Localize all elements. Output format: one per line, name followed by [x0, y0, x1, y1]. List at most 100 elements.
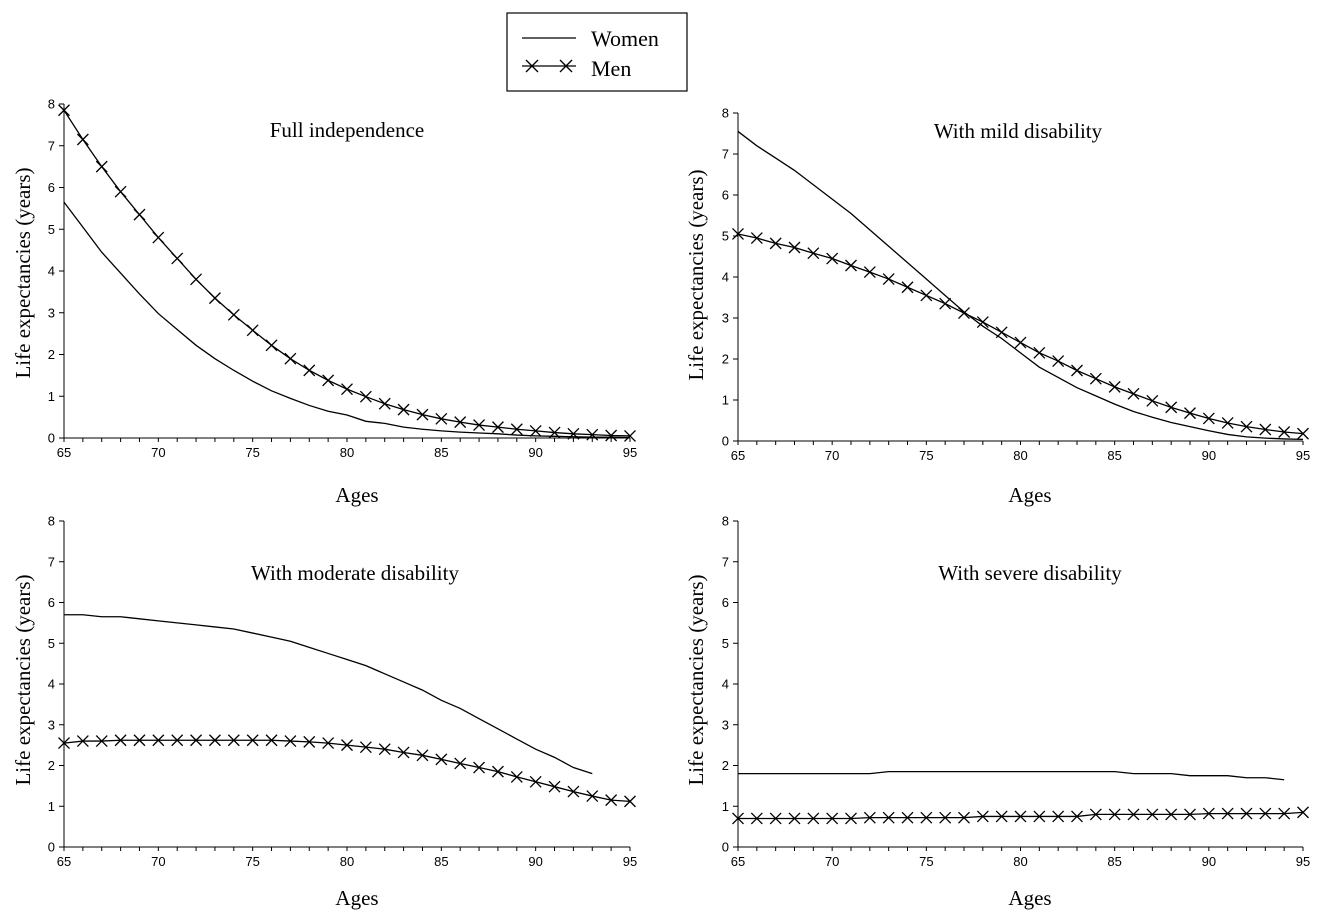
series-men-point — [341, 383, 353, 396]
series-men-point — [510, 770, 523, 783]
y-tick-label: 6 — [722, 595, 729, 610]
y-tick-label: 7 — [722, 554, 729, 569]
x-tick-label: 95 — [623, 445, 637, 460]
y-tick-label: 0 — [722, 840, 729, 855]
series-men-point — [95, 735, 108, 748]
x-tick-label: 95 — [1296, 448, 1310, 463]
series-men-point — [1165, 401, 1178, 414]
series-men-point — [826, 812, 839, 825]
series-men-point — [826, 252, 839, 265]
x-tick-label: 65 — [57, 445, 71, 460]
x-tick-label: 85 — [434, 445, 448, 460]
series-men-point — [845, 812, 857, 825]
x-tick-label: 70 — [151, 445, 165, 460]
series-women-line — [738, 770, 1285, 781]
y-tick-label: 3 — [48, 717, 55, 732]
series-men-point — [1089, 372, 1102, 385]
x-tick-label: 75 — [919, 854, 933, 869]
series-men-point — [1259, 423, 1272, 436]
series-men-point — [863, 811, 876, 824]
plot-area: 0 1 2 3 4 5 6 7 8 65 70 75 80 85 90 95 — [48, 97, 637, 461]
series-men-point — [1240, 807, 1253, 820]
series-men-point — [397, 403, 410, 416]
series-men-point — [1259, 807, 1272, 820]
y-tick-label: 7 — [48, 554, 55, 569]
series-men-point — [958, 307, 970, 320]
series-men-point — [1278, 426, 1291, 438]
series-men-point — [133, 208, 146, 221]
x-tick-label: 90 — [528, 854, 542, 869]
series-men-point — [769, 812, 782, 825]
series-men-point — [76, 133, 89, 146]
y-tick-label: 7 — [48, 138, 55, 153]
panel-title: Full independence — [270, 118, 425, 142]
series-men-point — [1033, 810, 1046, 823]
series-men-point — [1033, 346, 1046, 359]
x-axis-title: Ages — [335, 886, 378, 910]
plot-area: 0 1 2 3 4 5 6 7 8 65 70 75 80 85 90 95 — [722, 106, 1310, 464]
y-tick-label: 5 — [722, 636, 729, 651]
panel-mild-disability: With mild disability Ages Life expectanc… — [684, 106, 1310, 508]
series-men-point — [378, 743, 391, 756]
series-men-point — [133, 734, 146, 747]
legend-men-marker-2 — [559, 59, 573, 73]
plot-area: 0 1 2 3 4 5 6 7 8 65 70 75 80 85 90 95 — [48, 514, 637, 870]
y-tick-label: 1 — [48, 389, 55, 404]
y-tick-label: 5 — [48, 222, 55, 237]
series-men-point — [901, 811, 914, 824]
series-men-point — [1146, 394, 1159, 407]
series-men-point — [1014, 810, 1027, 823]
series-men-point — [732, 227, 744, 240]
y-tick-label: 4 — [48, 677, 55, 692]
x-tick-label: 65 — [731, 854, 745, 869]
x-tick-label: 85 — [1107, 854, 1121, 869]
series-men-point — [473, 761, 486, 774]
series-men-point — [152, 231, 165, 244]
series-men-point — [491, 765, 504, 778]
series-men-point — [1052, 355, 1065, 368]
y-tick-label: 7 — [722, 147, 729, 162]
x-tick-label: 80 — [1013, 854, 1027, 869]
x-tick-label: 80 — [340, 445, 354, 460]
y-tick-label: 0 — [48, 840, 55, 855]
y-tick-label: 3 — [722, 717, 729, 732]
series-men-point — [1297, 806, 1309, 819]
x-tick-label: 85 — [434, 854, 448, 869]
series-men-point — [624, 429, 636, 442]
panel-severe-disability: With severe disability Ages Life expecta… — [684, 514, 1310, 910]
x-axis-title: Ages — [335, 483, 378, 507]
series-men-point — [510, 423, 523, 436]
series-men-point — [920, 811, 933, 824]
series-men-point — [359, 741, 372, 754]
panel-moderate-disability: With moderate disability Ages Life expec… — [11, 514, 637, 910]
y-tick-label: 2 — [48, 758, 55, 773]
series-men-line — [737, 233, 1304, 435]
series-women-line — [63, 201, 631, 439]
series-men-point — [303, 735, 316, 748]
series-men-point — [901, 281, 914, 294]
series-men-point — [1202, 807, 1215, 820]
series-men-point — [732, 812, 744, 825]
series-men-point — [769, 237, 782, 250]
series-men-point — [1184, 407, 1196, 420]
series-men-point — [529, 424, 542, 437]
series-men-point — [265, 339, 278, 352]
y-tick-label: 5 — [48, 636, 55, 651]
y-axis-title: Life expectancies (years) — [11, 167, 35, 378]
series-men-point — [190, 273, 203, 286]
x-tick-label: 95 — [1296, 854, 1310, 869]
series-men-point — [624, 795, 636, 808]
series-men-point — [416, 749, 429, 762]
series-men-point — [454, 416, 467, 429]
series-men-point — [863, 266, 876, 279]
series-men-point — [548, 426, 561, 439]
x-tick-label: 90 — [528, 445, 542, 460]
series-men-point — [1108, 808, 1121, 821]
series-men-point — [958, 811, 970, 824]
y-tick-label: 4 — [722, 677, 729, 692]
legend-women-label: Women — [591, 26, 659, 51]
series-men-point — [341, 739, 353, 752]
y-tick-label: 8 — [48, 97, 55, 112]
series-men-point — [208, 734, 221, 747]
series-men-point — [1202, 412, 1215, 425]
